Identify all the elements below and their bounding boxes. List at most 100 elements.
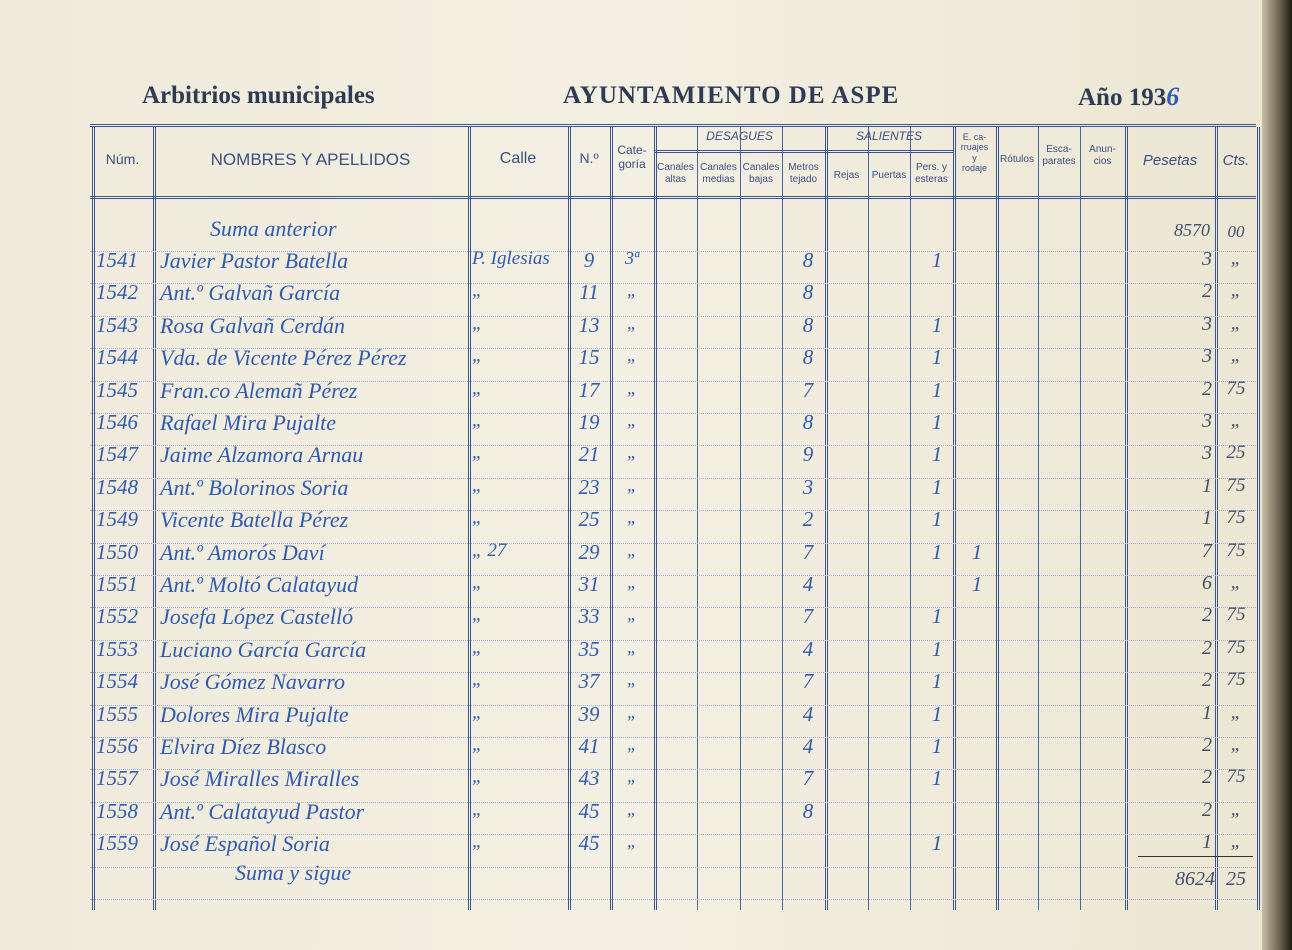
col-header-numero: N.º [579, 150, 599, 166]
row-pers-esteras: 1 [931, 474, 943, 499]
row-num: 1559 [96, 831, 138, 856]
row-metros: 7 [802, 766, 814, 791]
row-rule [90, 542, 1256, 544]
row-cts: „ [1230, 701, 1242, 723]
row-pesetas: 3 [1202, 410, 1212, 432]
row-pesetas: 2 [1202, 669, 1212, 692]
row-rule [90, 445, 1256, 447]
row-num: 1549 [96, 507, 138, 532]
row-rule [90, 607, 1256, 609]
row-pers-esteras: 1 [931, 701, 943, 726]
row-calle: „ [472, 507, 483, 529]
column-rule [953, 127, 956, 910]
row-pers-esteras: 1 [931, 507, 943, 532]
row-rule [90, 413, 1256, 414]
header-arbitrios: Arbitrios municipales [142, 82, 375, 109]
row-cts: 75 [1226, 766, 1246, 788]
row-num: 1558 [96, 798, 138, 823]
col-header-desagues: DESAGUES [706, 129, 773, 143]
row-numero: 37 [578, 669, 600, 694]
row-name: Ant.º Calatayud Pastor [160, 798, 365, 824]
column-rule [1038, 127, 1039, 910]
row-name: Javier Pastor Batella [160, 248, 349, 273]
row-numero: 11 [579, 280, 599, 305]
row-name: José Miralles Miralles [160, 766, 360, 792]
row-pesetas: 1 [1202, 507, 1212, 530]
row-pers-esteras: 1 [931, 669, 943, 694]
row-rule [90, 348, 1256, 350]
row-pesetas: 3 [1202, 248, 1212, 270]
col-header-calle: Calle [499, 150, 537, 167]
row-calle: P. Iglesias [472, 248, 550, 269]
row-calle: „ [472, 572, 483, 593]
row-pesetas: 2 [1202, 604, 1212, 627]
row-pers-esteras: 1 [931, 377, 943, 402]
row-metros: 4 [802, 701, 814, 726]
row-cts: „ [1230, 410, 1242, 431]
row-rule [90, 477, 1256, 479]
col-header-anuncios: Anun- cios [1089, 144, 1116, 167]
row-calle: „ [472, 669, 483, 691]
column-rule [1257, 127, 1260, 910]
book-edge [1262, 0, 1292, 950]
row-cts: „ [1230, 248, 1242, 269]
row-rule [90, 899, 1256, 900]
col-header-pesetas: Pesetas [1142, 152, 1198, 169]
row-pesetas: 2 [1202, 636, 1212, 659]
row-rule [90, 639, 1256, 641]
row-rule [90, 575, 1256, 576]
row-categoria: „ [626, 442, 637, 463]
row-rule [90, 380, 1256, 382]
row-calle: „ [472, 766, 483, 788]
row-cts: 75 [1226, 669, 1246, 691]
row-num: 1554 [96, 669, 138, 694]
row-cts: „ [1230, 798, 1242, 820]
row-categoria: „ [626, 798, 637, 819]
row-categoria: „ [626, 539, 637, 560]
row-name: Dolores Mira Pujalte [160, 701, 349, 727]
row-calle: „ [472, 442, 483, 464]
row-numero: 33 [578, 604, 600, 629]
row-numero: 13 [578, 312, 600, 337]
row-pers-esteras: 1 [931, 604, 943, 629]
row-name: Vicente Batella Pérez [160, 507, 349, 533]
row-cts: 75 [1226, 474, 1246, 496]
row-cts: „ [1230, 572, 1242, 593]
row-name: Vda. de Vicente Pérez Pérez [160, 345, 407, 371]
row-metros: 8 [802, 248, 814, 272]
column-rule [697, 127, 698, 910]
row-calle: „ [472, 474, 483, 496]
row-metros: 9 [802, 442, 814, 467]
row-categoria: „ [626, 474, 637, 495]
row-num: 1552 [96, 604, 138, 629]
row-categoria: „ [626, 734, 637, 754]
row-categoria: „ [626, 831, 637, 852]
row-calle: „ [472, 410, 483, 431]
row-cts: 75 [1226, 604, 1246, 626]
row-cts: 75 [1226, 507, 1246, 529]
row-numero: 17 [578, 377, 600, 402]
row-rule [90, 801, 1256, 803]
row-calle: „ [472, 280, 483, 302]
row-name: Ant.º Moltó Calatayud [160, 572, 359, 597]
row-name: José Gómez Navarro [160, 669, 345, 695]
row-pers-esteras: 1 [931, 766, 943, 791]
row-rule [90, 672, 1256, 674]
row-name: Elvira Díez Blasco [160, 734, 327, 759]
row-cts: 75 [1226, 636, 1246, 658]
row-calle: „ [472, 831, 483, 853]
row-metros: 4 [802, 734, 814, 758]
row-pers-esteras: 1 [931, 248, 943, 272]
row-name: José Español Soria [160, 831, 330, 857]
column-rule [782, 127, 783, 910]
row-rule [90, 510, 1256, 512]
row-categoria: „ [626, 345, 637, 366]
header-subrule [654, 150, 953, 153]
row-name: Fran.co Alemañ Pérez [160, 377, 358, 403]
row-pers-esteras: 1 [931, 442, 943, 467]
row-categoria: „ [626, 604, 637, 625]
row-metros: 2 [802, 507, 814, 532]
row-num: 1557 [96, 766, 138, 791]
row-categoria: „ [626, 312, 637, 333]
col-header-puertas: Puertas [871, 170, 907, 181]
